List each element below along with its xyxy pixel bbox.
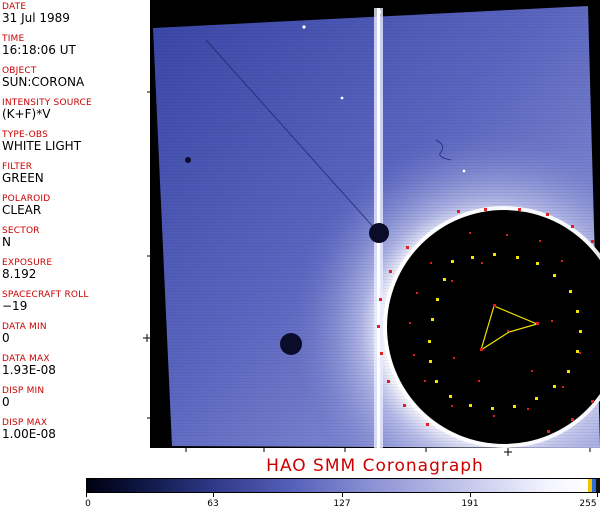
field-value: CLEAR: [2, 203, 42, 217]
colorbar-tick: [342, 493, 343, 497]
colorbar-overlay-swatch: [588, 479, 600, 492]
colorbar-tick: [213, 493, 214, 497]
metadata-sidebar: DATE 31 Jul 1989 TIME 16:18:06 UT OBJECT…: [0, 0, 151, 448]
field-intensity-source: INTENSITY SOURCE (K+F)*V: [2, 98, 92, 121]
colorbar-label: 0: [85, 499, 91, 509]
field-value: −19: [2, 299, 28, 313]
field-value: 0: [2, 331, 10, 345]
colorbar-tick: [470, 493, 471, 497]
field-value: GREEN: [2, 171, 44, 185]
colorbar-label: 63: [207, 499, 219, 509]
field-disp-max: DISP MAX 1.00E-08: [2, 418, 56, 441]
field-value: N: [2, 235, 11, 249]
field-value: 1.00E-08: [2, 427, 56, 441]
field-sector: SECTOR N: [2, 226, 40, 249]
colorbar-tick: [86, 493, 87, 497]
colorbar-tick: [597, 493, 598, 497]
left-axis-ticks: [143, 91, 151, 419]
field-label: TIME: [2, 34, 25, 44]
field-spacecraft-roll: SPACECRAFT ROLL −19: [2, 290, 89, 313]
field-value: 8.192: [2, 267, 37, 281]
field-value: 1.93E-08: [2, 363, 56, 377]
field-object: OBJECT SUN:CORONA: [2, 66, 84, 89]
red-dots-inner: [409, 232, 581, 417]
yellow-dots-ring: [428, 253, 582, 410]
field-label: DATA MAX: [2, 354, 50, 364]
diagonal-artifact: [205, 39, 377, 231]
field-label: FILTER: [2, 162, 33, 172]
field-polaroid: POLAROID CLEAR: [2, 194, 50, 217]
field-label: DATA MIN: [2, 322, 47, 332]
field-filter: FILTER GREEN: [2, 162, 44, 185]
field-value: 0: [2, 395, 10, 409]
colorbar-label: 191: [461, 499, 479, 509]
image-caption: HAO SMM Coronagraph: [266, 456, 484, 476]
bottom-axis-ticks: [185, 448, 591, 456]
field-label: POLAROID: [2, 194, 51, 204]
field-data-min: DATA MIN 0: [2, 322, 47, 345]
field-value: 16:18:06 UT: [2, 43, 76, 57]
coronagraph-image-panel[interactable]: [151, 0, 600, 448]
colorbar-label: 127: [333, 499, 351, 509]
field-value: 31 Jul 1989: [2, 11, 70, 25]
field-label: DISP MAX: [2, 418, 48, 428]
field-time: TIME 16:18:06 UT: [2, 34, 76, 57]
dark-blob: [280, 333, 302, 355]
field-disp-min: DISP MIN 0: [2, 386, 44, 409]
field-label: OBJECT: [2, 66, 37, 76]
field-label: TYPE-OBS: [2, 130, 49, 140]
field-label: DATE: [2, 2, 27, 12]
field-data-max: DATA MAX 1.93E-08: [2, 354, 56, 377]
field-label: DISP MIN: [2, 386, 45, 396]
field-label: SECTOR: [2, 226, 40, 236]
occulter-pylon-shadow: [369, 223, 389, 243]
intensity-colorbar: [86, 478, 600, 493]
field-exposure: EXPOSURE 8.192: [2, 258, 52, 281]
field-value: (K+F)*V: [2, 107, 51, 121]
coronagraph-image: [151, 0, 600, 448]
colorbar-label: 255: [579, 499, 597, 509]
field-value: WHITE LIGHT: [2, 139, 82, 153]
field-value: SUN:CORONA: [2, 75, 85, 89]
field-date: DATE 31 Jul 1989: [2, 2, 70, 25]
field-type-obs: TYPE-OBS WHITE LIGHT: [2, 130, 81, 153]
red-dots-outer: [377, 208, 594, 433]
field-label: EXPOSURE: [2, 258, 53, 268]
field-label: INTENSITY SOURCE: [2, 98, 92, 108]
field-label: SPACECRAFT ROLL: [2, 290, 89, 300]
